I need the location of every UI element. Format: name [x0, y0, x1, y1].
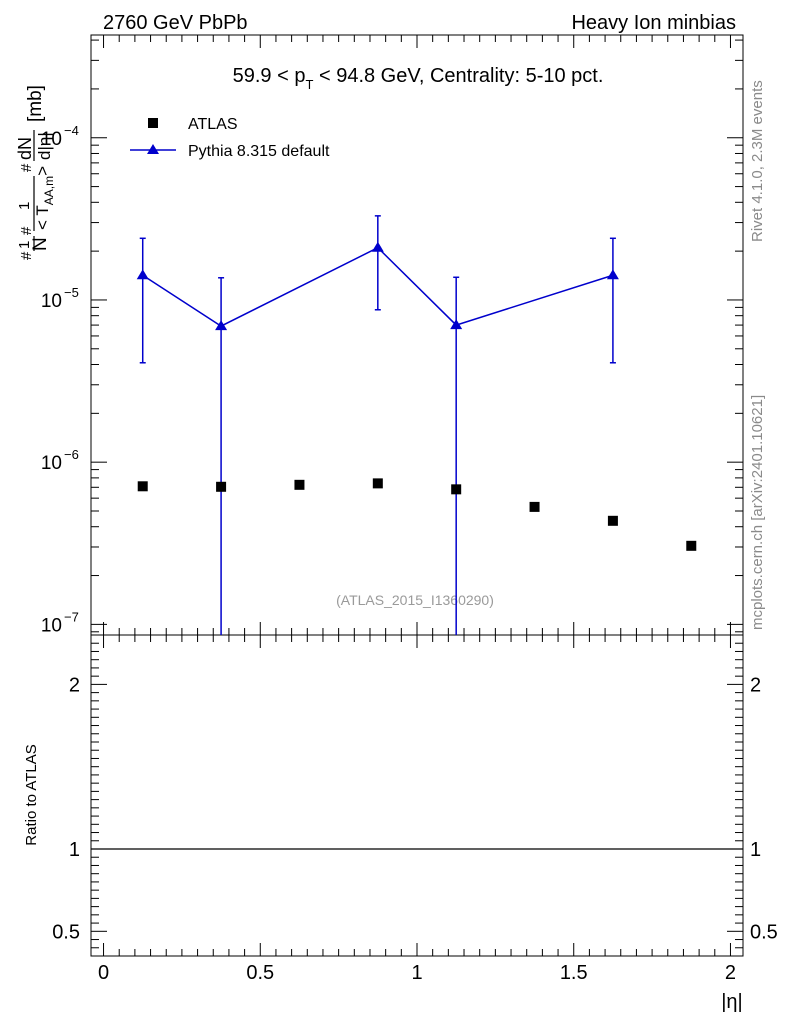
svg-text:< TAA,m>: < TAA,m> [33, 166, 56, 230]
header-right: Heavy Ion minbias [571, 12, 736, 34]
pythia-point [606, 269, 619, 280]
x-tick-label: 1.5 [560, 962, 588, 984]
atlas-point [216, 481, 227, 492]
x-tick-label: 1 [411, 962, 422, 984]
atlas-series [137, 478, 697, 551]
ratio-y-tick-label-right: 1 [750, 839, 761, 861]
analysis-watermark: (ATLAS_2015_I1360290) [336, 592, 494, 608]
svg-text:1: 1 [16, 202, 33, 210]
main-axis-ticks [91, 35, 743, 635]
ratio-axis-ticks [91, 634, 743, 956]
ratio-y-tick-label-left: 0.5 [52, 921, 80, 943]
pythia-series [136, 215, 619, 635]
x-tick-label: 0.5 [246, 962, 274, 984]
svg-text:[mb]: [mb] [25, 85, 46, 122]
pythia-point [450, 319, 463, 330]
ratio-plot-frame [90, 634, 744, 957]
atlas-point [451, 484, 462, 495]
pythia-point [136, 269, 149, 280]
x-axis-label: |η| [721, 991, 743, 1013]
y-tick-exponent: −4 [64, 123, 79, 138]
svg-text:#: # [18, 226, 35, 235]
y-tick-label: 10 [41, 453, 62, 474]
svg-text:N: N [30, 237, 51, 251]
y-tick-label: 10 [41, 291, 62, 312]
y-tick-labels: 10−710−610−510 −40.5 0.51 12 2 [41, 123, 778, 944]
svg-text:d|η|: d|η| [35, 132, 54, 160]
atlas-point [607, 515, 618, 526]
y-tick-exponent: −6 [64, 447, 79, 462]
atlas-point [137, 481, 148, 492]
legend-atlas-marker [148, 118, 158, 128]
legend-atlas-label: ATLAS [188, 116, 238, 133]
ratio-y-tick-label-left: 1 [69, 839, 80, 861]
ratio-y-tick-label-right: 2 [750, 674, 761, 696]
legend-pythia-marker [147, 144, 159, 154]
x-tick-label: 0 [98, 962, 109, 984]
pythia-point [371, 241, 384, 252]
chart-title: 59.9 < pT < 94.8 GeV, Centrality: 5-10 p… [233, 65, 604, 92]
y-tick-exponent: −7 [64, 609, 79, 624]
svg-text:dN: dN [15, 137, 35, 160]
ratio-y-tick-label-right: 0.5 [750, 921, 778, 943]
atlas-point [294, 479, 305, 490]
pythia-point [215, 320, 228, 331]
y-tick-exponent: −5 [64, 285, 79, 300]
legend-pythia-label: Pythia 8.315 default [188, 143, 330, 160]
mcplots-label: mcplots.cern.ch [arXiv:2401.10621] [749, 395, 766, 630]
x-tick-labels: 0 0.5 1 1.5 2 [98, 962, 736, 984]
atlas-point [686, 540, 697, 551]
svg-text:1: 1 [16, 241, 33, 249]
y-tick-label: 10 [41, 129, 62, 150]
rivet-version-label: Rivet 4.1.0, 2.3M events [749, 80, 766, 242]
header-left: 2760 GeV PbPb [103, 12, 248, 34]
atlas-point [372, 478, 383, 489]
x-tick-label: 2 [725, 962, 736, 984]
legend: ATLAS Pythia 8.315 default [130, 116, 330, 160]
svg-text:#: # [18, 163, 35, 172]
ratio-y-axis-label: Ratio to ATLAS [23, 744, 40, 845]
y-tick-label: 10 [41, 615, 62, 636]
y-axis-label: # 1 N # 1 < TAA,m> # dN d|η| [mb] [15, 85, 56, 260]
atlas-point [529, 501, 540, 512]
svg-text:#: # [18, 251, 35, 260]
ratio-y-tick-label-left: 2 [69, 674, 80, 696]
